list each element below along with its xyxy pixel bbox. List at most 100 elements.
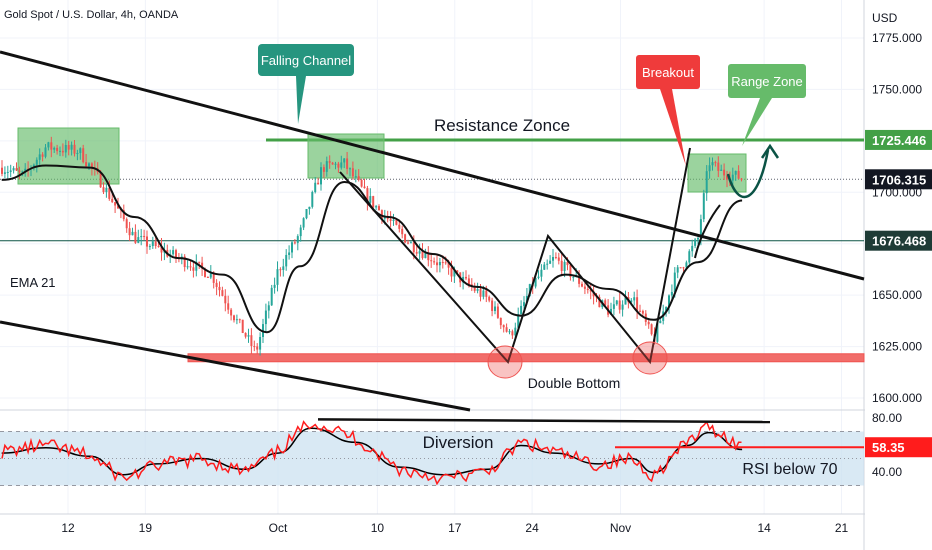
price-tag (865, 169, 932, 190)
candle-body (349, 168, 351, 170)
axis-background (865, 0, 932, 550)
candle-body (15, 168, 18, 171)
candle-body (665, 306, 668, 312)
candle-body (699, 219, 702, 238)
candle-body (305, 209, 308, 219)
candle-body (148, 246, 151, 248)
candle-body (540, 269, 543, 277)
candle-body (673, 272, 676, 292)
candle-body (360, 179, 363, 187)
candle-body (731, 174, 734, 181)
candle-body (296, 236, 299, 243)
candle-body (479, 289, 482, 297)
candle-body (436, 262, 438, 266)
time-tick-label: 12 (61, 521, 75, 535)
candle-body (427, 252, 430, 261)
candle-body (128, 228, 131, 236)
candle-body (192, 267, 195, 271)
double-bottom-pattern (339, 147, 691, 365)
price-tag-label: 1725.446 (872, 133, 926, 148)
candle-body (636, 297, 639, 311)
candle-body (267, 305, 270, 311)
candle-body (334, 163, 337, 165)
candle-body (404, 234, 407, 243)
rsi-tick-label: 80.00 (872, 411, 902, 425)
candle-body (494, 306, 496, 312)
candle-body (172, 250, 175, 255)
candle-body (351, 168, 354, 177)
time-tick-label: Nov (610, 521, 631, 535)
time-tick-label: 21 (835, 521, 849, 535)
candle-body (50, 142, 53, 150)
candle-body (496, 306, 499, 318)
candle-body (557, 257, 560, 261)
currency-label: USD (872, 11, 898, 25)
candle-body (230, 309, 233, 316)
rsi-pane: Diversion RSI below 70 (0, 418, 864, 486)
candle-body (389, 219, 392, 221)
candle-body (227, 303, 230, 310)
rsi-below-70-label: RSI below 70 (742, 461, 837, 478)
candle-body (108, 187, 111, 199)
range-box (307, 133, 385, 179)
candle-body (639, 310, 641, 312)
candle-body (552, 257, 554, 261)
candle-body (549, 260, 552, 264)
candle-body (415, 252, 418, 254)
candle-body (430, 260, 433, 262)
candle-body (212, 272, 215, 283)
price-tag (865, 230, 932, 251)
trend-drawings (0, 50, 865, 412)
candle-body (525, 295, 528, 303)
rsi-line (1, 420, 742, 486)
candle-body (276, 269, 279, 285)
resistance-label: Resistance Zonce (434, 116, 570, 135)
candle-body (679, 267, 682, 269)
candle-body (624, 297, 627, 305)
price-tick-label: 1750.000 (872, 82, 922, 96)
candle-body (598, 296, 601, 308)
candle-body (450, 267, 453, 277)
candle-body (482, 290, 485, 297)
candle-body (366, 188, 369, 203)
projection-arrow (726, 149, 770, 199)
candle-body (633, 297, 636, 301)
candle-body (656, 323, 659, 342)
rsi-axis[interactable]: 80.00 40.00 58.35 (865, 411, 932, 479)
double-bottom-circle (632, 341, 668, 375)
candle-body (56, 147, 59, 152)
candle-body (357, 176, 360, 180)
rsi-tick-label: 40.00 (872, 465, 902, 479)
candle-body (238, 319, 241, 321)
candle-body (151, 241, 154, 247)
candle-body (572, 276, 575, 278)
candle-body (189, 266, 192, 268)
candle-body (201, 262, 204, 269)
candle-body (630, 300, 633, 303)
candle-body (218, 286, 221, 291)
range-zone-label: Range Zone (731, 74, 803, 89)
falling-channel-label: Falling Channel (261, 53, 351, 68)
range-zone-callout-tail (742, 98, 772, 146)
time-tick-label: 10 (371, 521, 385, 535)
candle-body (659, 320, 662, 324)
candle-body (537, 276, 540, 278)
candle-body (670, 291, 673, 296)
candle-body (726, 175, 728, 180)
candle-body (270, 287, 273, 306)
candle-body (717, 162, 720, 171)
time-axis[interactable]: 12 19 Oct 10 17 24 Nov 14 21 (61, 521, 848, 535)
candle-body (12, 168, 15, 171)
candle-body (154, 241, 157, 247)
falling-channel-lower (0, 320, 471, 412)
candle-body (302, 218, 305, 228)
candle-body (244, 333, 247, 337)
rsi-grid (0, 431, 864, 486)
candle-body (610, 308, 612, 315)
candle-body (462, 276, 465, 283)
candle-body (3, 172, 6, 174)
candle-body (407, 242, 409, 244)
rsi-value-tag (865, 437, 932, 458)
candle-body (90, 163, 93, 168)
